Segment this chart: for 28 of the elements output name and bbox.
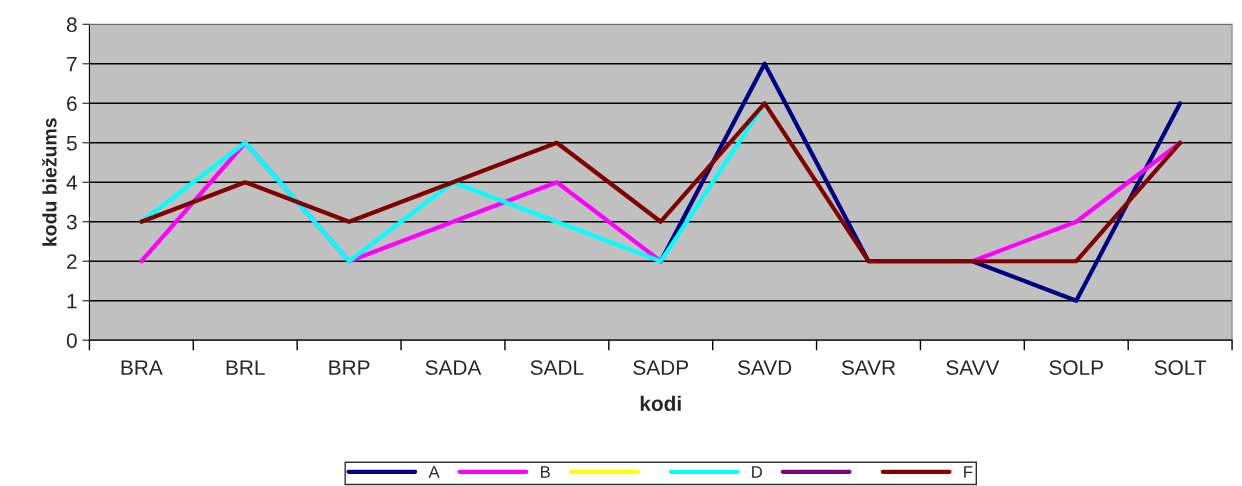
y-tick-label: 2	[67, 254, 77, 269]
x-tick-label: SAVR	[841, 360, 896, 375]
x-tick-label: SAVD	[737, 360, 792, 375]
y-tick-label: 1	[67, 293, 77, 309]
x-tick-label: SADA	[425, 360, 482, 375]
y-tick-label: 4	[66, 175, 78, 190]
x-axis-title: kodi	[640, 395, 681, 412]
y-tick-label: 6	[67, 96, 77, 112]
legend-label: A	[428, 466, 440, 478]
legend-label: D	[752, 466, 762, 478]
x-tick-label: BRA	[121, 360, 163, 375]
y-tick-label: 8	[66, 17, 77, 33]
x-tick-label: SOLP	[1049, 360, 1103, 375]
y-tick-label: 5	[66, 135, 77, 151]
x-tick-label: BRL	[226, 360, 265, 375]
legend-label: F	[964, 466, 973, 478]
x-tick-label: SADP	[633, 360, 689, 375]
y-axis-title: kodu biežums	[41, 118, 57, 246]
x-tick-label: SAVV	[946, 360, 1000, 375]
x-tick-label: SADL	[530, 360, 584, 375]
legend-label: B	[541, 466, 550, 478]
line-series	[139, 101, 1183, 264]
y-tick-label: 3	[66, 214, 77, 230]
y-tick-label: 0	[66, 333, 77, 348]
x-tick-label: SOLT	[1154, 360, 1207, 375]
y-tick-label: 7	[67, 57, 77, 72]
line-series	[139, 101, 767, 264]
x-tick-label: BRP	[329, 360, 370, 375]
